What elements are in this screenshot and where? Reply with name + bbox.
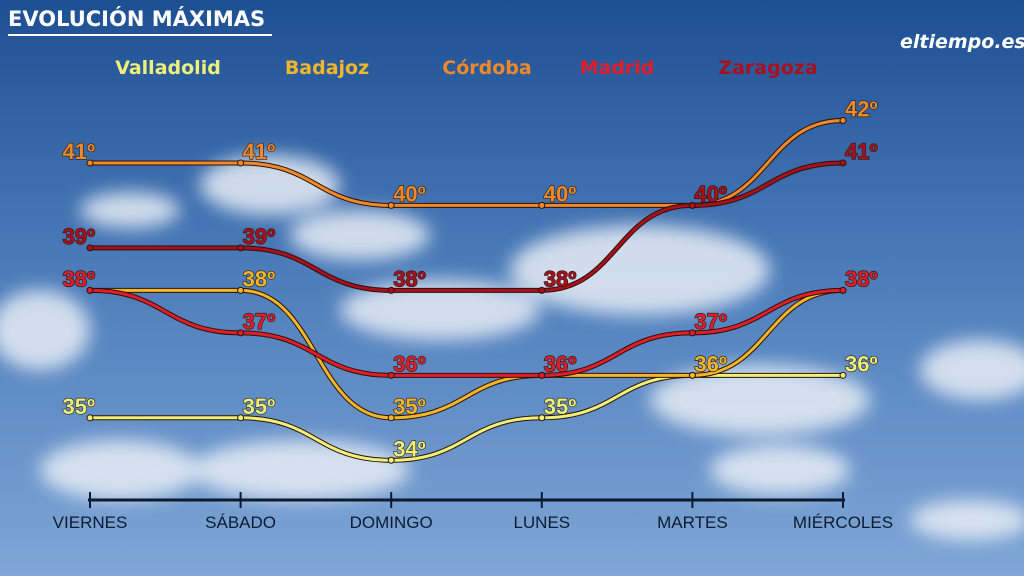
data-label: 36º [694, 351, 727, 376]
series-line [89, 288, 844, 377]
logo: eltiempo.es [900, 31, 1024, 53]
point [538, 414, 546, 422]
data-label: 37º [694, 309, 727, 334]
data-label: 41º [243, 139, 276, 164]
point [538, 201, 546, 209]
chart-title: EVOLUCIÓN MÁXIMAS [8, 6, 265, 31]
series-line [89, 161, 844, 292]
data-label: 38º [62, 266, 95, 291]
x-tick-label: SÁBADO [205, 513, 276, 532]
series-line [90, 118, 844, 207]
data-label: 36º [393, 351, 426, 376]
point [237, 414, 245, 422]
data-label: 38º [845, 266, 878, 291]
point [387, 414, 395, 422]
legend-entry: Zaragoza [718, 57, 817, 79]
data-label: 38º [62, 266, 95, 291]
data-label: 40º [544, 181, 577, 206]
legend-entry: Córdoba [442, 57, 531, 79]
point [839, 286, 847, 294]
data-label: 42º [845, 96, 878, 121]
data-label: 38º [243, 266, 276, 291]
legend-entry: Badajoz [285, 57, 369, 79]
data-label: 38º [845, 266, 878, 291]
legend-entry: Valladolid [115, 57, 221, 79]
point [237, 244, 245, 252]
x-tick-label: LUNES [513, 513, 570, 532]
point [688, 201, 696, 209]
data-label: 36º [544, 351, 577, 376]
data-label: 41º [62, 139, 95, 164]
x-tick-label: VIERNES [53, 513, 128, 532]
point [86, 286, 94, 294]
point [86, 244, 94, 252]
point [237, 159, 245, 167]
point [839, 159, 847, 167]
x-tick-label: DOMINGO [350, 513, 433, 532]
x-tick-label: MIÉRCOLES [793, 513, 893, 532]
point [387, 456, 395, 464]
point [387, 201, 395, 209]
data-label: 36º [544, 351, 577, 376]
data-label: 36º [694, 351, 727, 376]
legend-entry: Madrid [580, 57, 655, 79]
data-label: 36º [845, 351, 878, 376]
point [237, 286, 245, 294]
data-label: 37º [243, 309, 276, 334]
point [387, 371, 395, 379]
data-label: 34º [393, 436, 426, 461]
point [86, 414, 94, 422]
point [538, 286, 546, 294]
data-label: 35º [544, 394, 577, 419]
data-label: 39º [243, 224, 276, 249]
point [86, 159, 94, 167]
point [688, 329, 696, 337]
data-label: 40º [694, 181, 727, 206]
data-label: 38º [393, 266, 426, 291]
data-label: 35º [62, 394, 95, 419]
point [688, 371, 696, 379]
point [839, 371, 847, 379]
data-label: 39º [62, 224, 95, 249]
data-label: 40º [694, 181, 727, 206]
data-label: 35º [393, 394, 426, 419]
point [538, 371, 546, 379]
data-label: 41º [845, 139, 878, 164]
data-label: 35º [243, 394, 276, 419]
data-label: 40º [393, 181, 426, 206]
x-tick-label: MARTES [657, 513, 728, 532]
point [387, 286, 395, 294]
point [237, 329, 245, 337]
data-label: 38º [544, 266, 577, 291]
point [839, 116, 847, 124]
